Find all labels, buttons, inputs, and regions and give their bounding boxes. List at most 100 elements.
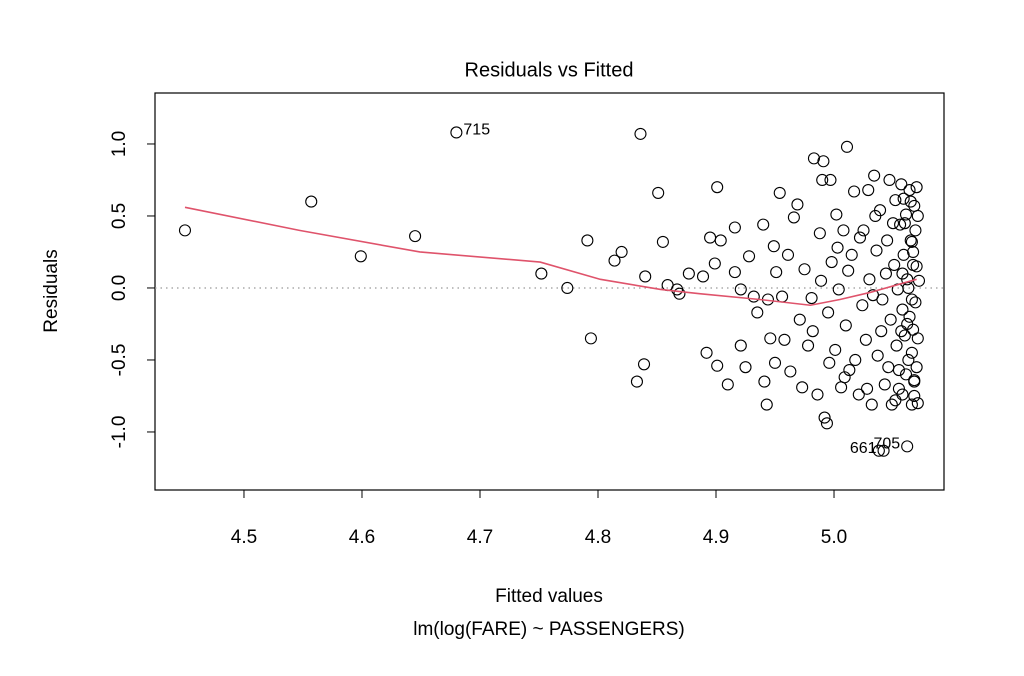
- x-tick-label: 4.7: [467, 527, 493, 548]
- point: [908, 375, 921, 388]
- point: [881, 234, 894, 247]
- point: [883, 173, 896, 187]
- point: [903, 184, 916, 197]
- point: [671, 283, 684, 296]
- point: [581, 234, 594, 247]
- point: [835, 381, 848, 394]
- point: [910, 181, 923, 194]
- point: [747, 290, 760, 303]
- point: [857, 224, 870, 237]
- point: [889, 194, 902, 207]
- point: [634, 127, 647, 140]
- point: [911, 332, 924, 345]
- point: [767, 240, 780, 253]
- y-axis-label: Residuals: [41, 249, 62, 332]
- point: [912, 274, 926, 287]
- point: [409, 230, 422, 243]
- y-tick-label: -1.0: [109, 416, 130, 449]
- point: [178, 224, 192, 237]
- point: [911, 209, 924, 223]
- point: [907, 323, 920, 336]
- point: [837, 224, 850, 237]
- point: [820, 417, 833, 430]
- point: [787, 211, 800, 224]
- point: [814, 274, 828, 287]
- point: [721, 378, 734, 391]
- point: [885, 398, 898, 411]
- point: [904, 195, 917, 208]
- point: [758, 375, 771, 388]
- point: [778, 333, 791, 346]
- point: [711, 359, 724, 372]
- point: [739, 361, 752, 374]
- point: [817, 155, 830, 168]
- point: [904, 234, 917, 247]
- point: [764, 332, 777, 345]
- point-label: 705: [873, 436, 900, 453]
- y-tick-label: 0.0: [109, 275, 130, 301]
- point: [911, 397, 924, 410]
- point: [903, 310, 916, 323]
- point: [831, 241, 844, 254]
- point: [865, 398, 878, 411]
- point: [802, 339, 815, 352]
- point: [824, 173, 837, 187]
- point: [859, 333, 872, 346]
- point: [898, 217, 911, 230]
- point: [305, 195, 318, 208]
- point: [869, 209, 882, 223]
- point: [889, 394, 902, 407]
- point: [773, 186, 786, 199]
- point: [615, 245, 628, 259]
- point: [899, 208, 913, 221]
- point: [791, 198, 804, 211]
- point: [652, 186, 665, 199]
- point: [908, 389, 921, 403]
- point: [354, 250, 367, 263]
- point: [734, 339, 747, 352]
- point: [839, 319, 852, 332]
- point: [896, 267, 909, 280]
- point: [639, 270, 652, 283]
- point: [896, 303, 909, 316]
- point: [871, 349, 884, 362]
- point: [743, 250, 756, 263]
- point: [700, 346, 713, 359]
- point: [902, 281, 915, 295]
- point: [892, 382, 905, 395]
- point: [682, 267, 695, 280]
- point: [734, 283, 747, 296]
- point: [776, 290, 789, 303]
- point: [909, 224, 922, 237]
- point: [816, 173, 829, 187]
- point: [818, 411, 831, 424]
- point: [868, 169, 881, 182]
- x-tick-label: 4.8: [585, 527, 611, 548]
- point: [830, 208, 843, 221]
- point: [714, 234, 727, 247]
- point: [798, 263, 811, 276]
- point: [751, 306, 764, 319]
- point: [806, 325, 819, 338]
- point: [870, 244, 883, 257]
- point: [898, 329, 911, 342]
- point: [905, 346, 918, 359]
- point: [845, 248, 858, 261]
- point: [696, 270, 710, 283]
- point: [825, 256, 838, 269]
- point: [895, 325, 908, 338]
- y-tick-label: 1.0: [109, 131, 130, 157]
- point: [899, 368, 913, 381]
- point: [888, 258, 901, 271]
- point: [882, 361, 895, 374]
- x-tick-label: 4.5: [231, 527, 257, 548]
- point: [811, 388, 824, 401]
- point: [781, 248, 795, 261]
- point: [852, 388, 865, 401]
- point: [728, 221, 741, 234]
- point: [875, 325, 888, 338]
- point: [770, 266, 783, 279]
- point: [909, 296, 922, 309]
- point: [895, 178, 908, 191]
